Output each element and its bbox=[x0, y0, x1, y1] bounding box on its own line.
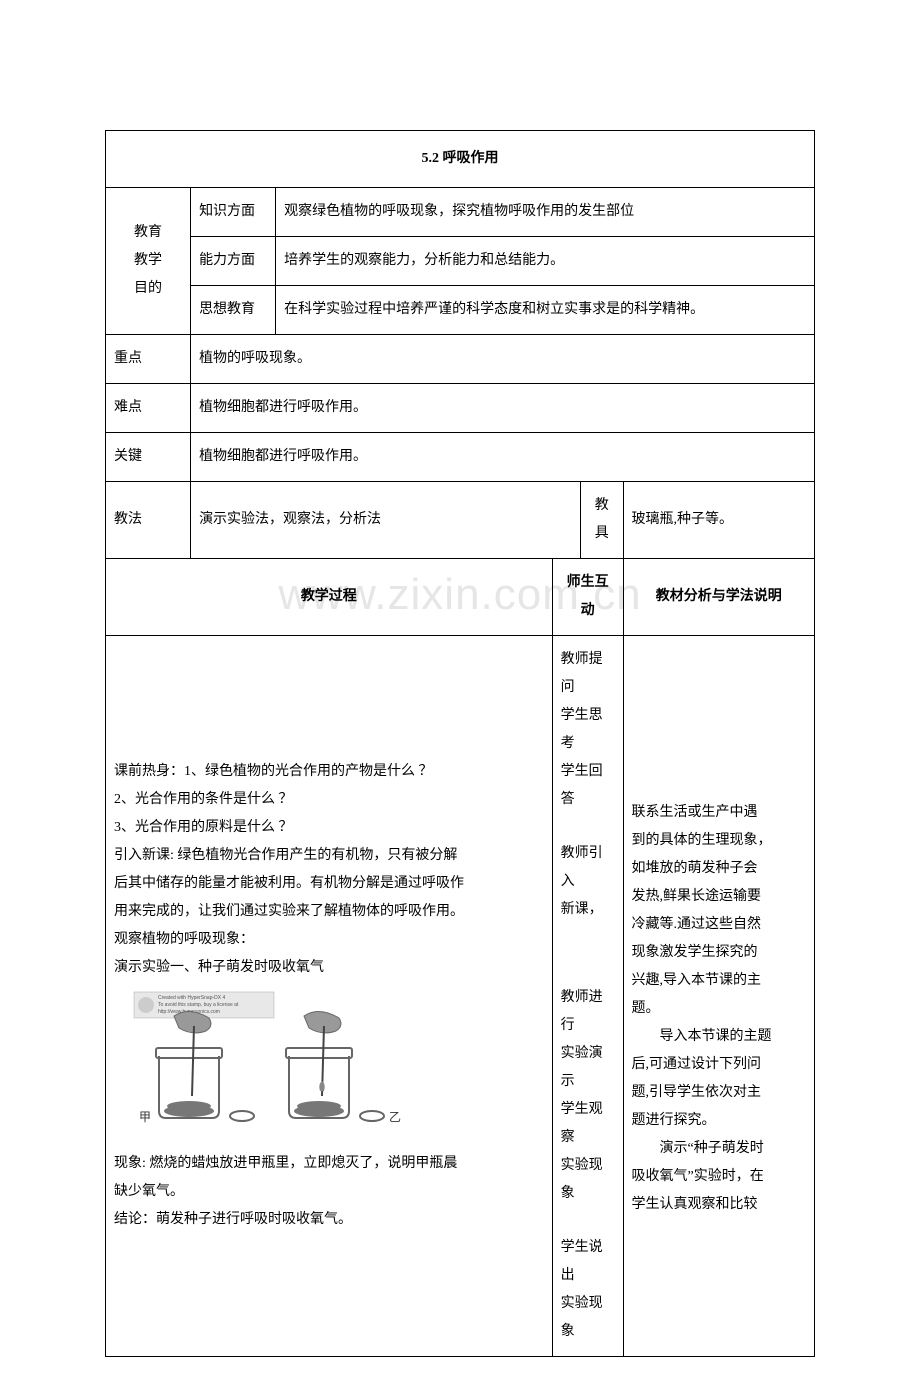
process-phenom1: 现象: 燃烧的蜡烛放进甲瓶里，立即熄灭了，说明甲瓶晨 bbox=[114, 1150, 544, 1178]
process-cell: 课前热身：1、绿色植物的光合作用的产物是什么 ？ 2、光合作用的条件是什么 ？ … bbox=[106, 636, 553, 1357]
process-conclusion: 结论：萌发种子进行呼吸时吸收氧气。 bbox=[114, 1206, 544, 1234]
analysis-p1: 联系生活或生产中遇 bbox=[632, 799, 806, 827]
analysis-p10: 后,可通过设计下列问 bbox=[632, 1051, 806, 1079]
objective-label-3: 思想教育 bbox=[191, 286, 276, 335]
process-header: 教学过程 bbox=[106, 559, 553, 636]
jar-b-neck bbox=[286, 1048, 352, 1058]
lid-b bbox=[360, 1111, 384, 1121]
page-container: www.zixin.com.cn 5.2 呼吸作用 教育教学目的 知识方面 观察… bbox=[0, 0, 920, 1397]
analysis-p11: 题,引导学生依次对主 bbox=[632, 1079, 806, 1107]
objective-label-2: 能力方面 bbox=[191, 237, 276, 286]
analysis-p2: 到的具体的生理现象， bbox=[632, 827, 806, 855]
jar-b-seeds2 bbox=[297, 1101, 341, 1111]
interact-l6: 教师进行 bbox=[561, 984, 615, 1040]
experiment-illustration: Created with HyperSnap-DX 4 To avoid thi… bbox=[114, 986, 414, 1131]
jar-a-neck bbox=[156, 1048, 222, 1058]
difficulty-text: 植物细胞都进行呼吸作用。 bbox=[191, 384, 815, 433]
tool-label: 教具 bbox=[581, 482, 624, 559]
tool-text: 玻璃瓶,种子等。 bbox=[623, 482, 814, 559]
analysis-header: 教材分析与学法说明 bbox=[623, 559, 814, 636]
process-phenom2: 缺少氧气。 bbox=[114, 1178, 544, 1206]
section-header-row: 教学过程 师生互动 教材分析与学法说明 bbox=[106, 559, 815, 636]
interact-l3: 学生回答 bbox=[561, 758, 615, 814]
process-observe: 观察植物的呼吸现象： bbox=[114, 926, 544, 954]
analysis-p15: 学生认真观察和比较 bbox=[632, 1191, 806, 1219]
lesson-table: 5.2 呼吸作用 教育教学目的 知识方面 观察绿色植物的呼吸现象，探究植物呼吸作… bbox=[105, 130, 815, 1357]
objective-row-3: 思想教育 在科学实验过程中培养严谨的科学态度和树立实事求是的科学精神。 bbox=[106, 286, 815, 335]
process-warmup: 课前热身：1、绿色植物的光合作用的产物是什么 ？ bbox=[114, 758, 544, 786]
analysis-p9: 导入本节课的主题 bbox=[632, 1023, 806, 1051]
jar-b-label: 乙 bbox=[389, 1110, 401, 1124]
jar-a-seeds2 bbox=[167, 1101, 211, 1111]
stamp-icon bbox=[138, 997, 154, 1013]
key-text: 植物细胞都进行呼吸作用。 bbox=[191, 433, 815, 482]
objectives-heading: 教育教学目的 bbox=[106, 188, 191, 335]
analysis-cell: 联系生活或生产中遇 到的具体的生理现象， 如堆放的萌发种子会 发热,鲜果长途运输… bbox=[623, 636, 814, 1357]
focus-row: 重点 植物的呼吸现象。 bbox=[106, 335, 815, 384]
interact-l11: 实验现象 bbox=[561, 1290, 615, 1346]
process-intro1: 引入新课: 绿色植物光合作用产生的有机物，只有被分解 bbox=[114, 842, 544, 870]
difficulty-label: 难点 bbox=[106, 384, 191, 433]
stamp-line2: To avoid this stamp, buy a license at bbox=[158, 1002, 239, 1008]
objective-label-1: 知识方面 bbox=[191, 188, 276, 237]
difficulty-row: 难点 植物细胞都进行呼吸作用。 bbox=[106, 384, 815, 433]
process-intro3: 用来完成的，让我们通过实验来了解植物体的呼吸作用。 bbox=[114, 898, 544, 926]
spacer bbox=[632, 773, 806, 799]
analysis-p13: 演示“种子萌发时 bbox=[632, 1135, 806, 1163]
interact-cell: 教师提问 学生思考 学生回答 教师引入 新课， 教师进行 实验演示 学生观察 实… bbox=[552, 636, 623, 1357]
interact-l8: 学生观察 bbox=[561, 1096, 615, 1152]
interact-l1: 教师提问 bbox=[561, 646, 615, 702]
key-label: 关键 bbox=[106, 433, 191, 482]
objective-text-3: 在科学实验过程中培养严谨的科学态度和树立实事求是的科学精神。 bbox=[276, 286, 815, 335]
analysis-p14: 吸收氧气”实验时，在 bbox=[632, 1163, 806, 1191]
focus-text: 植物的呼吸现象。 bbox=[191, 335, 815, 384]
analysis-p5: 冷藏等.通过这些自然 bbox=[632, 911, 806, 939]
process-q3: 3、光合作用的原料是什么 ？ bbox=[114, 814, 544, 842]
method-row: 教法 演示实验法，观察法，分析法 教具 玻璃瓶,种子等。 bbox=[106, 482, 815, 559]
analysis-p6: 现象激发学生探究的 bbox=[632, 939, 806, 967]
objective-text-1: 观察绿色植物的呼吸现象，探究植物呼吸作用的发生部位 bbox=[276, 188, 815, 237]
spacer bbox=[561, 924, 615, 984]
focus-label: 重点 bbox=[106, 335, 191, 384]
title-row: 5.2 呼吸作用 bbox=[106, 131, 815, 188]
lesson-title: 5.2 呼吸作用 bbox=[106, 131, 815, 188]
hand-b bbox=[304, 1011, 341, 1032]
lid-a bbox=[230, 1111, 254, 1121]
spacer bbox=[561, 814, 615, 840]
interact-l2: 学生思考 bbox=[561, 702, 615, 758]
analysis-p4: 发热,鲜果长途运输要 bbox=[632, 883, 806, 911]
interact-header: 师生互动 bbox=[552, 559, 623, 636]
process-intro2: 后其中储存的能量才能被利用。有机物分解是通过呼吸作 bbox=[114, 870, 544, 898]
objective-text-2: 培养学生的观察能力，分析能力和总结能力。 bbox=[276, 237, 815, 286]
process-exp1: 演示实验一、种子萌发时吸收氧气 bbox=[114, 954, 544, 982]
interact-l4: 教师引入 bbox=[561, 840, 615, 896]
content-row: 课前热身：1、绿色植物的光合作用的产物是什么 ？ 2、光合作用的条件是什么 ？ … bbox=[106, 636, 815, 1357]
analysis-p8: 题。 bbox=[632, 995, 806, 1023]
jar-a-label: 甲 bbox=[139, 1110, 151, 1124]
objective-row-2: 能力方面 培养学生的观察能力，分析能力和总结能力。 bbox=[106, 237, 815, 286]
analysis-p7: 兴趣,导入本节课的主 bbox=[632, 967, 806, 995]
interact-l9: 实验现象 bbox=[561, 1152, 615, 1208]
stick-a bbox=[192, 1026, 194, 1096]
method-text: 演示实验法，观察法，分析法 bbox=[191, 482, 581, 559]
stamp-line1: Created with HyperSnap-DX 4 bbox=[158, 995, 225, 1001]
objective-row-1: 教育教学目的 知识方面 观察绿色植物的呼吸现象，探究植物呼吸作用的发生部位 bbox=[106, 188, 815, 237]
flame-icon bbox=[319, 1081, 324, 1091]
analysis-p12: 题进行探究。 bbox=[632, 1107, 806, 1135]
process-q2: 2、光合作用的条件是什么 ？ bbox=[114, 786, 544, 814]
analysis-p3: 如堆放的萌发种子会 bbox=[632, 855, 806, 883]
key-row: 关键 植物细胞都进行呼吸作用。 bbox=[106, 433, 815, 482]
interact-l5: 新课， bbox=[561, 896, 615, 924]
interact-l7: 实验演示 bbox=[561, 1040, 615, 1096]
spacer bbox=[561, 1208, 615, 1234]
interact-l10: 学生说出 bbox=[561, 1234, 615, 1290]
method-label: 教法 bbox=[106, 482, 191, 559]
